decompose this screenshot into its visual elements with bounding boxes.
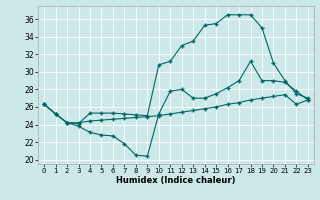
X-axis label: Humidex (Indice chaleur): Humidex (Indice chaleur): [116, 176, 236, 185]
